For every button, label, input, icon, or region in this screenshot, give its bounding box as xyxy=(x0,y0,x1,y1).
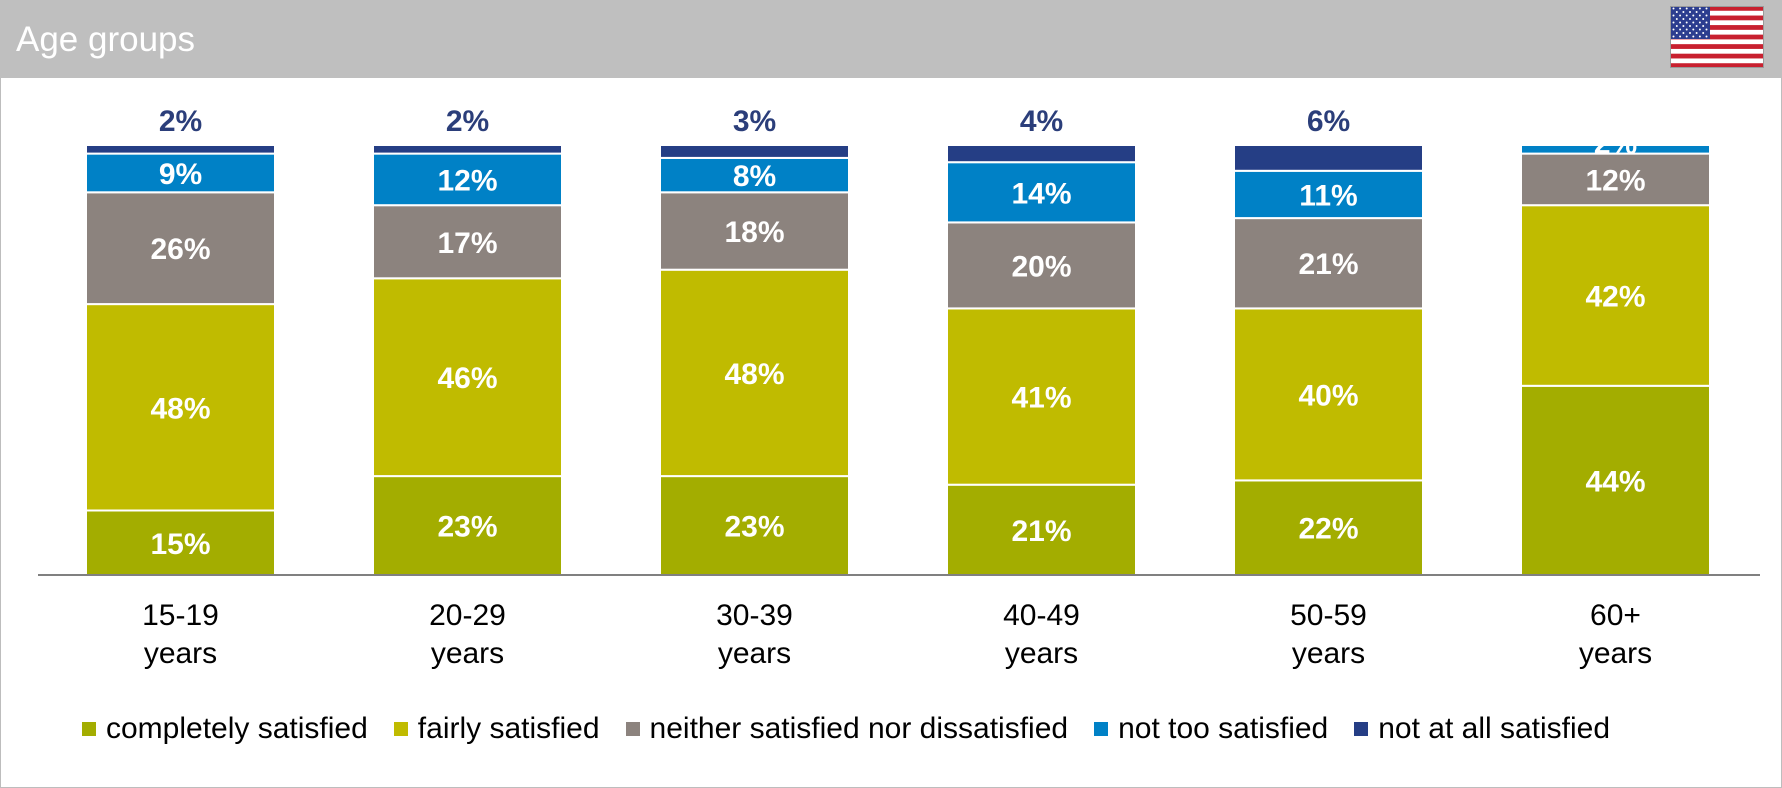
bar-segment-fairly-satisfied xyxy=(659,268,850,478)
data-label: 20% xyxy=(1011,250,1071,283)
bar-segment-fairly-satisfied xyxy=(372,277,563,478)
legend-item-fairly-satisfied: fairly satisfied xyxy=(393,712,600,746)
bar-segment-fairly-satisfied xyxy=(946,307,1137,486)
data-label: 48% xyxy=(724,358,784,391)
bar-segment-completely-satisfied xyxy=(372,475,563,577)
bar-segment-not-too-satisfied xyxy=(85,152,276,194)
data-label: 6% xyxy=(1307,105,1350,138)
data-label: 23% xyxy=(724,511,784,544)
bar-segment-neither-satisfied-nor-dissatisfied xyxy=(659,191,850,271)
legend-item-not-at-all-satisfied: not at all satisfied xyxy=(1354,712,1610,746)
stacked-bar-chart: 15% 48% 26% 9% 2% 23% 46% 17% 12% 2% 23% 48% 18% 8% 3%… xyxy=(38,105,1760,670)
bar-segment-completely-satisfied xyxy=(1233,479,1424,576)
data-label: 11% xyxy=(1299,179,1357,212)
data-label: 46% xyxy=(437,362,497,395)
bar-segment-not-too-satisfied xyxy=(372,152,563,207)
bar-segment-not-at-all-satisfied xyxy=(1233,144,1424,172)
x-tick-label: 50-59 years xyxy=(1290,599,1367,670)
legend-swatch xyxy=(82,722,96,736)
data-label: 8% xyxy=(733,160,776,193)
data-label: 3% xyxy=(733,105,776,138)
data-label: 12% xyxy=(437,164,497,197)
bar-segment-neither-satisfied-nor-dissatisfied xyxy=(946,221,1137,310)
legend-swatch xyxy=(1354,722,1369,736)
data-label: 9% xyxy=(159,158,202,191)
data-label: 18% xyxy=(724,216,784,249)
legend: completely satisfied fairly satisfied neit… xyxy=(82,712,1636,746)
legend-item-not-too-satisfied: not too satisfied xyxy=(1094,712,1328,746)
x-tick-label: 15-19 years xyxy=(142,599,219,670)
bar-segment-not-at-all-satisfied xyxy=(946,144,1137,164)
data-label: 40% xyxy=(1298,379,1358,412)
legend-label: not at all satisfied xyxy=(1378,712,1611,745)
bar-segment-completely-satisfied xyxy=(946,483,1137,577)
data-label: 17% xyxy=(437,227,497,260)
legend-swatch xyxy=(625,722,640,736)
data-label: 48% xyxy=(150,392,210,425)
data-label: 23% xyxy=(437,511,497,544)
bar-segment-fairly-satisfied xyxy=(85,303,276,512)
data-label: 21% xyxy=(1011,515,1071,548)
bar-segment-not-at-all-satisfied xyxy=(659,144,850,159)
bar-segment-not-too-satisfied xyxy=(1520,144,1711,155)
legend-item-neither-satisfied-nor-dissatisfied: neither satisfied nor dissatisfied xyxy=(625,712,1069,746)
data-label: 41% xyxy=(1011,382,1071,415)
legend-label: fairly satisfied xyxy=(417,712,600,745)
bar-segment-not-too-satisfied xyxy=(659,156,850,194)
x-tick-label: 60+ years xyxy=(1579,599,1652,670)
data-label: 2% xyxy=(446,105,489,138)
data-label: 15% xyxy=(150,528,210,561)
bar-segment-neither-satisfied-nor-dissatisfied xyxy=(85,191,276,306)
data-label: 44% xyxy=(1585,465,1645,498)
bar-segment-completely-satisfied xyxy=(659,475,850,577)
page-title: Age groups xyxy=(16,20,196,59)
data-label: 22% xyxy=(1298,513,1358,546)
legend-swatch xyxy=(1094,722,1109,736)
data-label: 4% xyxy=(1020,105,1063,138)
data-label: 42% xyxy=(1585,281,1645,314)
data-label: 26% xyxy=(150,233,210,266)
title-bar: Age groups xyxy=(0,0,1782,78)
legend-label: not too satisfied xyxy=(1118,712,1329,745)
x-tick-label: 40-49 years xyxy=(1003,599,1080,670)
legend-item-completely-satisfied: completely satisfied xyxy=(82,712,368,746)
x-tick-label: 30-39 years xyxy=(716,599,793,670)
data-label: 14% xyxy=(1011,177,1071,210)
bar-segment-not-at-all-satisfied xyxy=(372,144,563,155)
data-label: 2% xyxy=(1594,127,1637,160)
legend-swatch xyxy=(393,722,408,736)
legend-label: completely satisfied xyxy=(106,712,368,745)
x-tick-label: 20-29 years xyxy=(429,599,506,670)
data-label: 12% xyxy=(1585,164,1645,197)
data-label: 21% xyxy=(1298,248,1358,281)
us-flag-icon xyxy=(1670,6,1764,68)
legend-label: neither satisfied nor dissatisfied xyxy=(649,712,1069,745)
data-label: 2% xyxy=(159,105,202,138)
bar-segment-not-at-all-satisfied xyxy=(85,144,276,155)
bar-segment-neither-satisfied-nor-dissatisfied xyxy=(372,204,563,280)
